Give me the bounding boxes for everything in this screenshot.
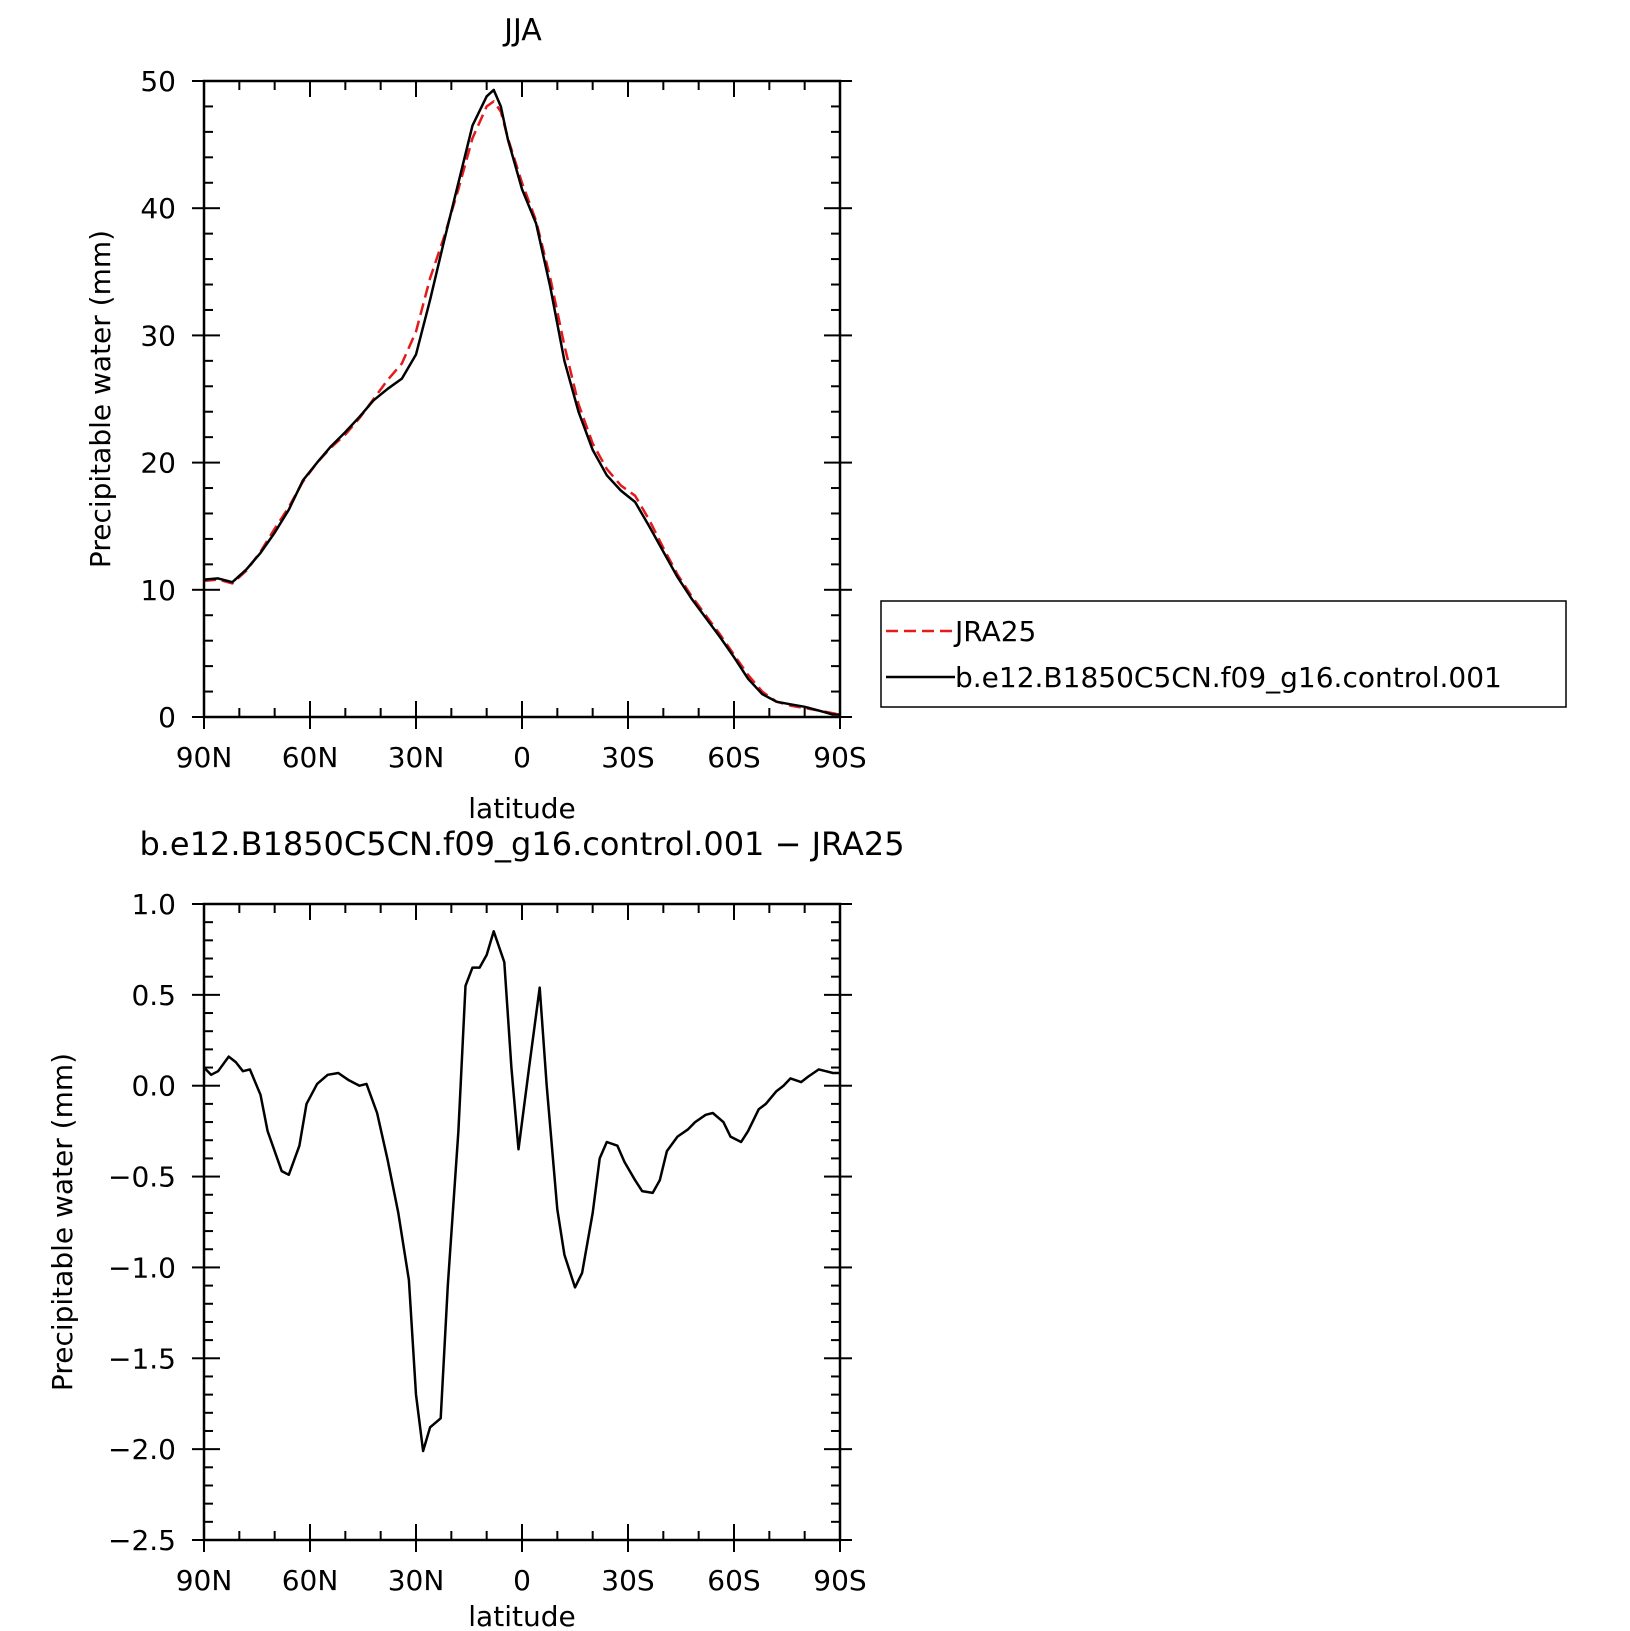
top-chart-panel: JJA 90N 60N 30N 0 30S 60S 90S 0 10 20 30 40 50 latit… <box>84 13 1567 825</box>
bottom-chart-x-axis-label: latitude <box>468 1600 575 1631</box>
bottom-chart-panel: b.e12.B1850C5CN.f09_g16.control.001 − JR… <box>46 825 905 1631</box>
y-tick-label: 30 <box>140 319 176 352</box>
y-tick-label: 0.0 <box>131 1070 176 1103</box>
x-tick-label: 90S <box>813 741 866 774</box>
x-tick-label: 60N <box>282 741 339 774</box>
x-tick-label: 30N <box>388 741 445 774</box>
top-chart-ticks <box>192 80 852 729</box>
top-chart-legend: JRA25 b.e12.B1850C5CN.f09_g16.control.00… <box>880 600 1567 708</box>
x-tick-label: 60S <box>707 1564 760 1597</box>
legend-label-jra25: JRA25 <box>953 615 1036 648</box>
y-tick-label: 1.0 <box>131 888 176 921</box>
x-tick-label: 30N <box>388 1564 445 1597</box>
bottom-chart-plot-frame <box>202 902 842 1542</box>
x-tick-label: 90N <box>176 741 233 774</box>
x-tick-label: 60S <box>707 741 760 774</box>
y-tick-label: −2.0 <box>108 1433 176 1466</box>
y-tick-label: −0.5 <box>108 1161 176 1194</box>
x-tick-label: 0 <box>513 1564 531 1597</box>
bottom-chart-title: b.e12.B1850C5CN.f09_g16.control.001 − JR… <box>139 825 904 863</box>
legend-box <box>880 600 1567 708</box>
legend-label-control: b.e12.B1850C5CN.f09_g16.control.001 <box>955 661 1502 694</box>
y-tick-label: −1.5 <box>108 1342 176 1375</box>
x-tick-label: 90N <box>176 1564 233 1597</box>
series-line-jra25 <box>203 100 841 716</box>
y-tick-label: −2.5 <box>108 1524 176 1557</box>
x-tick-label: 60N <box>282 1564 339 1597</box>
x-tick-label: 90S <box>813 1564 866 1597</box>
y-tick-label: 20 <box>140 447 176 480</box>
bottom-chart-y-axis-label: Precipitable water (mm) <box>46 1053 79 1391</box>
x-tick-label: 0 <box>513 741 531 774</box>
y-tick-label: 50 <box>140 65 176 98</box>
top-chart-x-axis-label: latitude <box>468 792 575 825</box>
y-tick-label: 0.5 <box>131 979 176 1012</box>
bottom-chart-tick-labels: 90N 60N 30N 0 30S 60S 90S 1.0 0.5 0.0 −0.5 −1.0 −1.5… <box>108 888 867 1597</box>
x-tick-label: 30S <box>601 1564 654 1597</box>
y-tick-label: 40 <box>140 192 176 225</box>
y-tick-label: 0 <box>158 701 176 734</box>
x-tick-label: 30S <box>601 741 654 774</box>
top-chart-tick-labels: 90N 60N 30N 0 30S 60S 90S 0 10 20 30 40 50 <box>140 65 866 774</box>
top-chart-title: JJA <box>502 13 542 48</box>
top-chart-series <box>203 88 841 716</box>
bottom-chart-ticks <box>192 903 852 1552</box>
series-line-b-e12-b1850c5cn-f09-g16-control-001 <box>203 88 840 716</box>
series-line-difference <box>203 930 840 1453</box>
bottom-chart-series <box>203 930 840 1453</box>
y-tick-label: −1.0 <box>108 1251 176 1284</box>
y-tick-label: 10 <box>140 574 176 607</box>
top-chart-y-axis-label: Precipitable water (mm) <box>84 230 117 568</box>
top-chart-plot-frame <box>202 79 842 719</box>
